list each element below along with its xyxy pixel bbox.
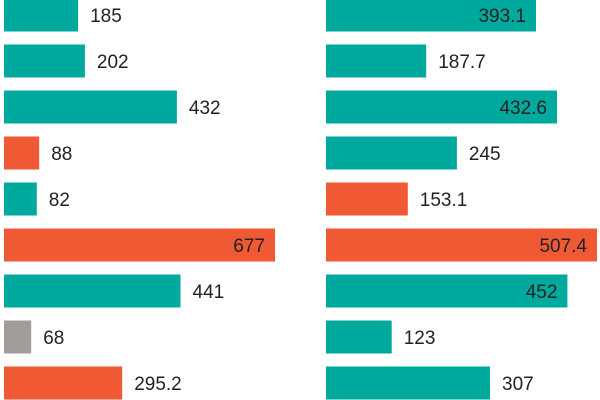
bar-label-right-3: 245: [469, 144, 501, 165]
bar-label-left-0: 185: [90, 6, 122, 27]
bar-label-left-7: 68: [43, 328, 64, 349]
bar-left-0: [4, 0, 79, 32]
bar-label-right-1: 187.7: [438, 52, 486, 73]
bar-right-8: [326, 366, 490, 400]
bar-label-right-8: 307: [502, 374, 534, 395]
bar-right-0: [326, 0, 536, 32]
bar-left-5: [4, 228, 275, 262]
bar-label-left-5: 677: [233, 236, 265, 257]
bar-left-3: [4, 136, 40, 170]
bar-label-right-4: 153.1: [420, 190, 468, 211]
bar-label-left-8: 295.2: [134, 374, 182, 395]
bar-label-left-6: 441: [193, 282, 225, 303]
bar-left-2: [4, 90, 177, 124]
bar-left-1: [4, 44, 85, 78]
bar-label-left-1: 202: [97, 52, 129, 73]
bar-label-left-3: 88: [51, 144, 72, 165]
bar-left-8: [4, 366, 123, 400]
bar-label-right-0: 393.1: [478, 6, 526, 27]
bar-label-right-2: 432.6: [499, 98, 547, 119]
bar-right-7: [326, 320, 392, 354]
bar-right-3: [326, 136, 457, 170]
bar-label-right-6: 452: [526, 282, 558, 303]
bar-label-left-4: 82: [49, 190, 70, 211]
bar-right-4: [326, 182, 408, 216]
bar-label-right-5: 507.4: [539, 236, 587, 257]
right-bar-chart: 393.1 187.7 432.6 245 153.1 507.4 452 123 307: [326, 0, 597, 400]
bar-left-4: [4, 182, 37, 216]
bar-right-2: [326, 90, 557, 124]
bar-left-6: [4, 274, 181, 308]
bar-label-right-7: 123: [404, 328, 436, 349]
bar-right-5: [326, 228, 597, 262]
left-bar-chart: 185 202 432 88 82 677 441 68 295.2: [4, 0, 275, 400]
bar-label-left-2: 432: [189, 98, 221, 119]
bar-left-7: [4, 320, 32, 354]
bar-right-1: [326, 44, 427, 78]
bar-right-6: [326, 274, 568, 308]
